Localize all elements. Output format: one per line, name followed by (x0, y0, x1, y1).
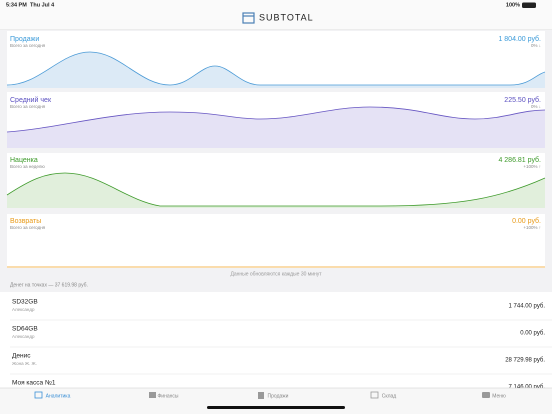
list-row[interactable]: SD32GB Александр 1 744.00 руб. (12, 299, 545, 312)
tab-label: Аналитика (46, 393, 71, 399)
card-subtitle: Всего за неделю (10, 164, 45, 169)
card-subtitle: Всего за сегодня (10, 104, 46, 109)
update-note: Данные обновляются каждые 30 минут (230, 271, 322, 277)
list-row[interactable]: SD64GB Александр 0.00 руб. (12, 326, 545, 339)
row-name: SD32GB (12, 299, 38, 306)
battery-icon (522, 2, 536, 8)
card-change: 0% ↓ (531, 43, 541, 48)
tab-label: Склад (382, 393, 397, 399)
row-owner: Александр (12, 307, 35, 312)
card-value: 4 286.81 руб. (498, 156, 541, 164)
battery-text: 100% (506, 2, 520, 8)
card-value: 225.50 руб. (504, 96, 541, 104)
date: Thu Jul 4 (30, 2, 55, 8)
row-amount: 0.00 руб. (520, 331, 545, 337)
card-change: 0% ↓ (531, 104, 541, 109)
card-value: 0.00 руб. (512, 217, 541, 225)
row-amount: 28 729.98 руб. (505, 358, 545, 364)
tab[interactable]: Финансы (149, 392, 179, 399)
card-margin[interactable] (6, 153, 546, 208)
time: 5:34 PM (6, 2, 27, 8)
row-amount: 7 146.00 руб. (509, 385, 546, 391)
list-row[interactable]: Денис Жона Ж. Ж. 28 729.98 руб. (12, 353, 545, 366)
logo (242, 12, 255, 24)
tab-label: Меню (492, 393, 506, 399)
card-subtitle: Всего за сегодня (10, 225, 46, 230)
row-name: Моя касса №1 (12, 380, 56, 387)
list-row[interactable]: Моя касса №1 7 146.00 руб. (12, 380, 545, 391)
card-change: +100% ↑ (523, 225, 541, 230)
card-sales[interactable] (6, 31, 546, 88)
card-title: Средний чек (10, 96, 52, 104)
card-returns[interactable] (7, 214, 545, 268)
row-name: Денис (12, 353, 31, 360)
tab[interactable]: Меню (482, 392, 506, 399)
tab-label: Продажи (268, 393, 289, 399)
card-title: Продажи (10, 36, 39, 43)
row-amount: 1 744.00 руб. (509, 304, 546, 310)
row-name: SD64GB (12, 326, 38, 333)
tab[interactable]: Аналитика (34, 391, 71, 399)
app-title: SUBTOTAL (259, 12, 314, 22)
card-subtitle: Всего за сегодня (10, 43, 46, 48)
top-bar (0, 0, 552, 30)
card-change: +100% ↑ (523, 164, 541, 169)
home-indicator (207, 406, 345, 409)
tab[interactable]: Склад (370, 391, 397, 399)
section-header: Денег на точках — 37 619.98 руб. (10, 282, 88, 288)
tab-bar (0, 388, 552, 414)
card-value: 1 804.00 руб. (498, 35, 541, 43)
card-title: Наценка (10, 157, 38, 164)
card-average[interactable] (6, 92, 546, 148)
card-title: Возвраты (10, 218, 41, 225)
row-owner: Жона Ж. Ж. (12, 361, 37, 366)
list (0, 292, 552, 392)
row-owner: Александр (12, 334, 35, 339)
tab-label: Финансы (158, 393, 179, 399)
tab[interactable]: Продажи (258, 392, 289, 399)
